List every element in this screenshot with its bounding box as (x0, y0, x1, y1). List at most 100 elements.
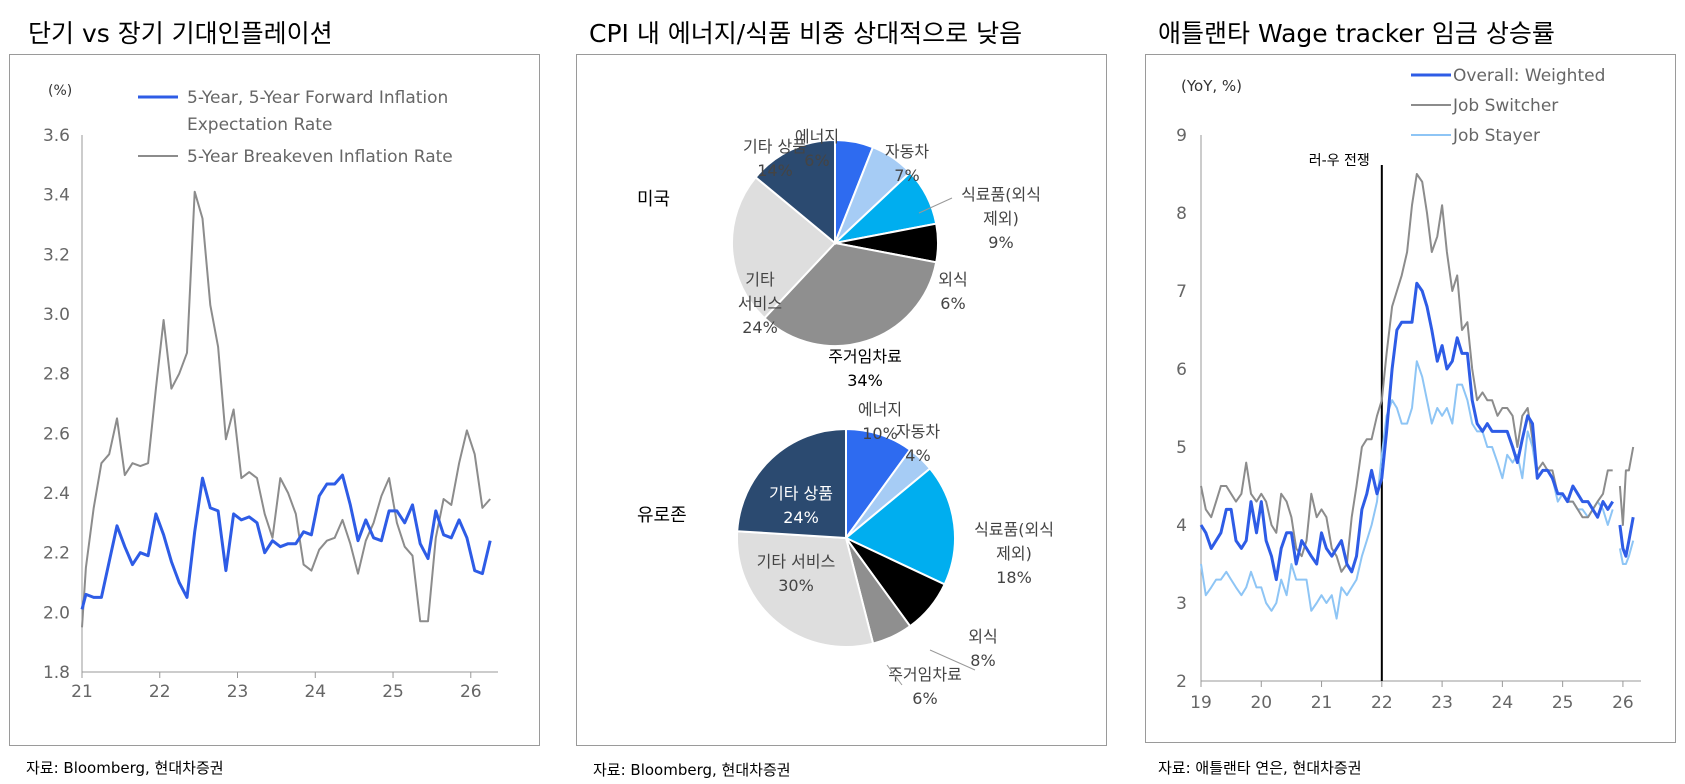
series-line-tail (1618, 516, 1635, 558)
legend-label: Expectation Rate (187, 115, 332, 135)
y-tick-label: 3.2 (43, 245, 70, 265)
chart1-svg: 1.8 2.0 2.2 2.4 2.6 2.8 3.0 3.2 3.4 3.6 21 22 23 24 25… (43, 83, 498, 702)
series-line (1200, 360, 1614, 620)
x-tick-label: 22 (149, 682, 171, 702)
y-tick-label: 3.0 (43, 305, 70, 325)
chart3-title: 애틀랜타 Wage tracker 임금 상승률 (1158, 19, 1555, 48)
x-tick-label: 24 (304, 682, 326, 702)
pie-label: 8% (970, 651, 995, 670)
y-tick-label: 3.6 (43, 126, 70, 146)
chart2-source: 자료: Bloomberg, 현대차증권 (593, 761, 791, 779)
pie-label: 외식 (968, 627, 997, 646)
series-line (1200, 173, 1613, 573)
pie-label: 9% (988, 233, 1013, 252)
series-line-5y-breakeven (81, 190, 491, 628)
y-tick-label: 2 (1176, 672, 1187, 692)
x-tick-label: 21 (1311, 693, 1333, 713)
legend-label: 5-Year Breakeven Inflation Rate (187, 147, 453, 167)
pie-label: 제외) (983, 209, 1019, 228)
x-tick-label: 22 (1371, 693, 1393, 713)
chart1-source: 자료: Bloomberg, 현대차증권 (26, 759, 224, 777)
y-tick-label: 2.8 (43, 365, 70, 385)
pie-label: 제외) (996, 544, 1032, 563)
pie-label: 에너지 (795, 127, 839, 146)
series-line (1199, 281, 1614, 582)
chart3-frame: 2 3 4 5 6 7 8 9 19 20 21 22 23 24 25 26 (YoY, %) 러-우 전쟁 Ov… (1145, 54, 1676, 743)
x-tick-label: 23 (1431, 693, 1453, 713)
pie-label: 외식 (938, 270, 967, 289)
series-line-5y5y-forward (80, 473, 492, 610)
pie-title: 미국 (637, 189, 670, 210)
chart2-frame: 미국 에너지 6% 자동차 7% 식료품(외식 제외) 9% 외식 6% 주거임차료 34% 기타 서비스… (576, 54, 1107, 746)
series-line-tail (1618, 540, 1635, 565)
y-tick-label: 3 (1176, 594, 1187, 614)
y-tick-label: 9 (1176, 126, 1187, 146)
pie-slice (754, 138, 836, 246)
pie-label: 자동차 (896, 422, 940, 441)
y-tick-label: 5 (1176, 438, 1187, 458)
pie-label: 주거임차료 (888, 665, 962, 684)
x-tick-label: 25 (382, 682, 404, 702)
leader-line (918, 197, 953, 214)
pie-label: 6% (940, 294, 965, 313)
series-line-tail (1618, 446, 1635, 526)
x-tick-label: 26 (460, 682, 482, 702)
pie-label: 식료품(외식 (961, 185, 1041, 204)
y-tick-label: 2.4 (43, 484, 70, 504)
pie-label: 기타 서비스 (757, 552, 836, 571)
y-tick-label: 2.6 (43, 424, 70, 444)
x-tick-label: 19 (1190, 693, 1212, 713)
pie-label: 6% (912, 689, 937, 708)
pie-label: 에너지 (858, 400, 902, 419)
pie-label: 7% (894, 166, 919, 185)
chart2-title: CPI 내 에너지/식품 비중 상대적으로 낮음 (589, 19, 1023, 48)
legend-label: Job Switcher (1452, 96, 1558, 116)
legend-label: Job Stayer (1452, 126, 1540, 146)
pie-slice (763, 241, 938, 347)
legend-label: Overall: Weighted (1453, 66, 1605, 86)
pie-label: 자동차 (885, 142, 929, 161)
y-tick-label: 7 (1176, 282, 1187, 302)
chart1-frame: 1.8 2.0 2.2 2.4 2.6 2.8 3.0 3.2 3.4 3.6 21 22 23 24 25… (9, 54, 540, 746)
pie-label: 10% (862, 424, 898, 443)
pie-label: 24% (783, 508, 819, 527)
x-tick-label: 23 (227, 682, 249, 702)
x-tick-label: 24 (1492, 693, 1514, 713)
pie-slice (736, 530, 875, 649)
pie-label: 6% (804, 151, 829, 170)
pie-slice (844, 467, 956, 586)
pie-label: 기타 (745, 270, 775, 289)
y-tick-label: 6 (1176, 360, 1187, 380)
x-tick-label: 21 (71, 682, 93, 702)
y-tick-label: 1.8 (43, 663, 70, 683)
pie-label: 기타 상품 (769, 484, 833, 503)
pie-label: 4% (905, 446, 930, 465)
x-tick-label: 20 (1250, 693, 1272, 713)
y-tick-label: 3.4 (43, 186, 70, 206)
x-tick-label: 26 (1612, 693, 1634, 713)
pie-label: 기타 상품 (743, 137, 807, 156)
pie-label: 18% (996, 568, 1032, 587)
chart3-source: 자료: 애틀랜타 연은, 현대차증권 (1158, 759, 1362, 777)
y-tick-label: 2.0 (43, 603, 70, 623)
y-axis-unit: (YoY, %) (1181, 77, 1242, 95)
leader-line (929, 649, 976, 671)
leader-line (886, 664, 903, 686)
x-tick-label: 25 (1552, 693, 1574, 713)
pie-slice (730, 175, 837, 320)
pie-label: 식료품(외식 (974, 520, 1054, 539)
y-tick-label: 8 (1176, 204, 1187, 224)
legend-label: 5-Year, 5-Year Forward Inflation (187, 88, 448, 108)
pie-slice (736, 427, 847, 540)
y-axis-unit: (%) (48, 83, 72, 99)
chart1-title: 단기 vs 장기 기대인플레이션 (28, 19, 333, 48)
y-tick-label: 2.2 (43, 544, 70, 564)
pie-label: 24% (742, 318, 778, 337)
pie-label: 14% (757, 161, 793, 180)
pie-label: 서비스 (738, 294, 782, 313)
pie-label: 30% (778, 576, 814, 595)
pie-label: 주거임차료 (828, 347, 902, 366)
pie-title: 유로존 (637, 505, 687, 526)
